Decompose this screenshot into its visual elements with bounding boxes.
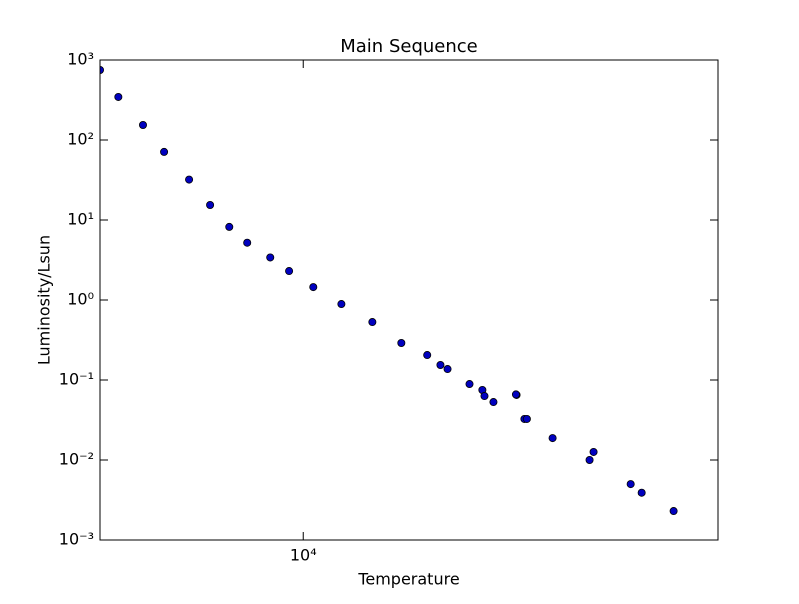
y-axis-label: Luminosity/Lsun xyxy=(35,235,54,365)
y-tick-label: 10⁻¹ xyxy=(59,370,94,389)
data-point xyxy=(337,300,346,309)
y-tick-label: 10¹ xyxy=(67,210,94,229)
data-point xyxy=(309,283,318,292)
y-tick-label: 10⁻³ xyxy=(59,530,94,549)
data-point xyxy=(138,120,147,129)
chart-title: Main Sequence xyxy=(340,36,477,57)
data-point xyxy=(160,147,169,156)
data-point xyxy=(585,455,594,464)
data-point xyxy=(225,222,234,231)
data-point xyxy=(548,434,557,443)
data-point xyxy=(206,200,215,209)
x-axis-label: Temperature xyxy=(357,570,459,589)
y-tick-label: 10⁻² xyxy=(59,450,94,469)
data-point xyxy=(185,175,194,184)
y-tick-label: 10⁰ xyxy=(67,290,94,309)
data-point xyxy=(465,380,474,389)
data-point xyxy=(626,480,635,489)
data-point xyxy=(480,392,489,401)
data-point xyxy=(443,365,452,374)
y-tick-label: 10³ xyxy=(67,50,94,69)
data-point xyxy=(266,253,275,262)
plot-frame xyxy=(99,59,719,541)
data-point xyxy=(423,351,432,360)
x-tick-label: 10⁴ xyxy=(290,546,317,565)
data-point xyxy=(669,507,678,516)
data-point xyxy=(511,390,520,399)
data-point xyxy=(368,318,377,327)
data-point xyxy=(589,447,598,456)
data-point xyxy=(285,267,294,276)
data-point xyxy=(397,339,406,348)
data-point xyxy=(489,398,498,407)
data-point xyxy=(522,414,531,423)
data-point xyxy=(436,360,445,369)
data-point xyxy=(114,92,123,101)
data-point xyxy=(243,238,252,247)
y-tick-label: 10² xyxy=(67,130,94,149)
data-point xyxy=(637,488,646,497)
